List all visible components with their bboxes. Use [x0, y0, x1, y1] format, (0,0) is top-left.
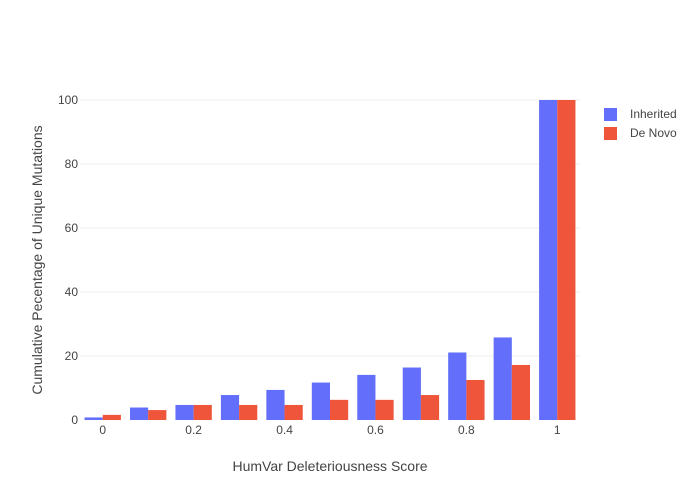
x-tick-label: 0.2	[185, 423, 202, 437]
y-tick-label: 100	[58, 93, 78, 107]
bar-de-novo[interactable]	[102, 414, 121, 420]
x-tick-label: 0.4	[276, 423, 293, 437]
bars	[84, 100, 576, 420]
legend-item-label[interactable]: Inherited	[630, 107, 677, 121]
legend-swatch[interactable]	[604, 127, 617, 140]
bar-de-novo[interactable]	[466, 380, 485, 420]
bar-inherited[interactable]	[175, 404, 194, 420]
bar-de-novo[interactable]	[511, 364, 530, 420]
bar-inherited[interactable]	[448, 352, 467, 420]
bar-inherited[interactable]	[493, 337, 512, 420]
legend-swatch[interactable]	[604, 108, 617, 121]
x-tick-labels: 0 0.2 0.4 0.6 0.8 1	[99, 423, 561, 437]
bar-inherited[interactable]	[311, 382, 330, 420]
y-tick-label: 20	[65, 349, 79, 363]
gridlines	[80, 99, 580, 357]
legend: Inherited De Novo	[604, 107, 677, 140]
x-tick-label: 0	[99, 423, 106, 437]
x-tick-label: 0.8	[458, 423, 475, 437]
bar-de-novo[interactable]	[420, 395, 440, 420]
x-axis-title: HumVar Deleteriousness Score	[232, 458, 427, 474]
bar-de-novo[interactable]	[239, 404, 258, 420]
x-tick-label: 1	[554, 423, 561, 437]
y-tick-labels: 0 20 40 60 80 100	[58, 93, 78, 427]
bar-de-novo[interactable]	[375, 399, 394, 420]
bar-de-novo[interactable]	[193, 404, 212, 420]
bar-de-novo[interactable]	[330, 399, 349, 420]
y-tick-label: 60	[65, 221, 79, 235]
bar-inherited[interactable]	[539, 100, 558, 420]
y-tick-label: 40	[65, 285, 79, 299]
bar-inherited[interactable]	[357, 374, 376, 420]
y-axis-title: Cumulative Pecentage of Unique Mutations	[29, 125, 45, 394]
bar-inherited[interactable]	[266, 389, 285, 420]
y-tick-label: 0	[71, 413, 78, 427]
bar-inherited[interactable]	[84, 417, 103, 420]
legend-item-label[interactable]: De Novo	[630, 126, 677, 140]
bar-de-novo[interactable]	[557, 100, 576, 420]
bar-inherited[interactable]	[220, 395, 240, 420]
bar-de-novo[interactable]	[284, 404, 303, 420]
bar-inherited[interactable]	[402, 367, 421, 420]
y-tick-label: 80	[65, 157, 79, 171]
bar-de-novo[interactable]	[148, 410, 167, 420]
bar-inherited[interactable]	[130, 407, 149, 420]
x-tick-label: 0.6	[367, 423, 384, 437]
